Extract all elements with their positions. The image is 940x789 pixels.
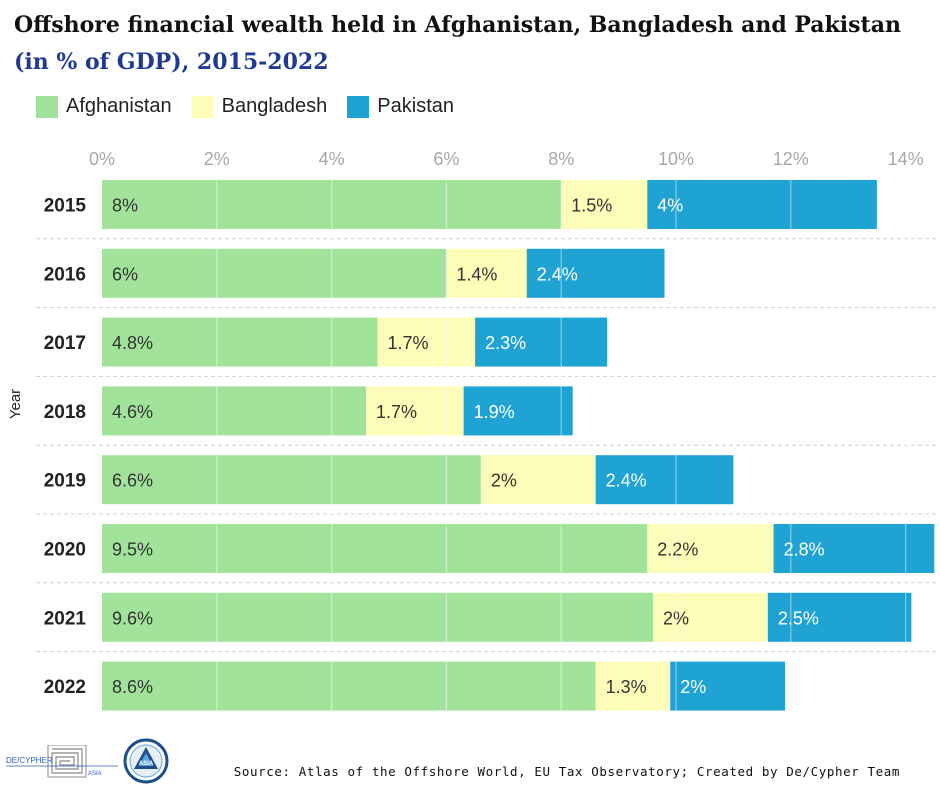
- data-label: 2.4%: [537, 264, 578, 284]
- chart-title: Offshore financial wealth held in Afghan…: [14, 12, 901, 38]
- bar-segment: [102, 386, 367, 436]
- x-tick-label: 14%: [888, 149, 924, 169]
- bar-segment: [446, 248, 527, 298]
- data-label: 2.2%: [657, 540, 698, 560]
- y-category-label: 2016: [44, 264, 86, 285]
- y-category-label: 2017: [44, 333, 86, 354]
- legend-label-afghanistan: Afghanistan: [66, 95, 172, 117]
- legend-swatch-bangladesh: [191, 95, 214, 118]
- x-tick-label: 0%: [89, 149, 115, 169]
- legend-item-pakistan: Pakistan: [347, 95, 454, 118]
- bar-segment: [102, 317, 378, 367]
- data-label: 1.9%: [474, 402, 515, 422]
- data-label: 2%: [663, 608, 689, 628]
- legend-swatch-afghanistan: [36, 95, 58, 118]
- bar-segment: [595, 661, 671, 711]
- bar-segment: [647, 180, 877, 229]
- decypher-logo-sub: ASIA: [88, 771, 102, 777]
- y-category-label: 2019: [44, 471, 86, 492]
- asia-badge-text: ASIA: [139, 761, 154, 767]
- bar-segment: [475, 317, 608, 367]
- data-label: 1.3%: [606, 677, 647, 697]
- legend: Afghanistan Bangladesh Pakistan: [36, 95, 474, 118]
- legend-item-afghanistan: Afghanistan: [36, 95, 172, 118]
- x-tick-label: 2%: [204, 149, 230, 169]
- data-label: 6.6%: [112, 471, 153, 491]
- bar-segment: [561, 180, 648, 229]
- data-label: 1.7%: [388, 333, 429, 353]
- stacked-bar-chart: 0% 2% 4% 6% 8% 10% 12% 14% Year 2015 8% 1.5% 4% 2016 6…: [7, 149, 937, 720]
- legend-label-bangladesh: Bangladesh: [221, 95, 328, 117]
- data-label: 1.5%: [571, 196, 612, 216]
- bar-segment: [102, 592, 654, 642]
- y-category-label: 2015: [44, 196, 87, 217]
- x-tick-label: 4%: [319, 149, 345, 169]
- bar-segment: [463, 386, 573, 436]
- bar-segment: [670, 661, 786, 711]
- legend-swatch-pakistan: [347, 95, 370, 118]
- bar-segment: [526, 248, 665, 298]
- data-label: 1.7%: [376, 402, 417, 422]
- data-label: 2%: [491, 471, 517, 491]
- bar-segment: [102, 524, 648, 573]
- data-label: 8%: [112, 196, 138, 216]
- legend-label-pakistan: Pakistan: [377, 95, 455, 117]
- x-tick-label: 8%: [548, 149, 574, 169]
- y-axis-title: Year: [7, 389, 24, 419]
- bar-segment: [102, 455, 481, 505]
- x-tick-label: 12%: [773, 149, 809, 169]
- data-label: 9.6%: [112, 608, 153, 628]
- data-label: 2.4%: [606, 471, 647, 491]
- y-category-label: 2022: [44, 677, 86, 698]
- bar-segment: [647, 524, 774, 573]
- data-label: 2.3%: [485, 333, 526, 353]
- data-label: 4.6%: [112, 402, 153, 422]
- bar-segment: [773, 524, 935, 573]
- data-label: 1.4%: [456, 264, 497, 284]
- y-category-label: 2020: [44, 540, 86, 561]
- decypher-logo: DE/CYPHER ASIA: [6, 744, 118, 784]
- decypher-logo-text: DE/CYPHER: [6, 756, 53, 765]
- y-category-label: 2018: [44, 402, 86, 423]
- data-label: 2%: [680, 677, 706, 697]
- bar-segment: [102, 248, 447, 298]
- bar-segment: [595, 455, 734, 505]
- x-tick-label: 10%: [658, 149, 694, 169]
- data-label: 4%: [657, 196, 683, 216]
- data-label: 2.8%: [784, 540, 825, 560]
- source-note: Source: Atlas of the Offshore World, EU …: [233, 764, 900, 779]
- bar-segment: [102, 661, 596, 711]
- asia-badge-logo: ASIA: [122, 738, 170, 789]
- data-label: 6%: [112, 264, 138, 284]
- chart-subtitle: (in % of GDP), 2015-2022: [14, 49, 329, 75]
- bar-segment: [102, 180, 562, 229]
- bar-segment: [366, 386, 464, 436]
- x-tick-label: 6%: [433, 149, 459, 169]
- data-label: 8.6%: [112, 677, 153, 697]
- data-label: 9.5%: [112, 540, 153, 560]
- y-category-label: 2021: [44, 608, 87, 629]
- bar-segment: [767, 592, 912, 642]
- bar-segment: [653, 592, 768, 642]
- bar-segment: [377, 317, 476, 367]
- bar-segment: [480, 455, 596, 505]
- data-label: 2.5%: [778, 608, 819, 628]
- data-label: 4.8%: [112, 333, 153, 353]
- legend-item-bangladesh: Bangladesh: [191, 95, 328, 118]
